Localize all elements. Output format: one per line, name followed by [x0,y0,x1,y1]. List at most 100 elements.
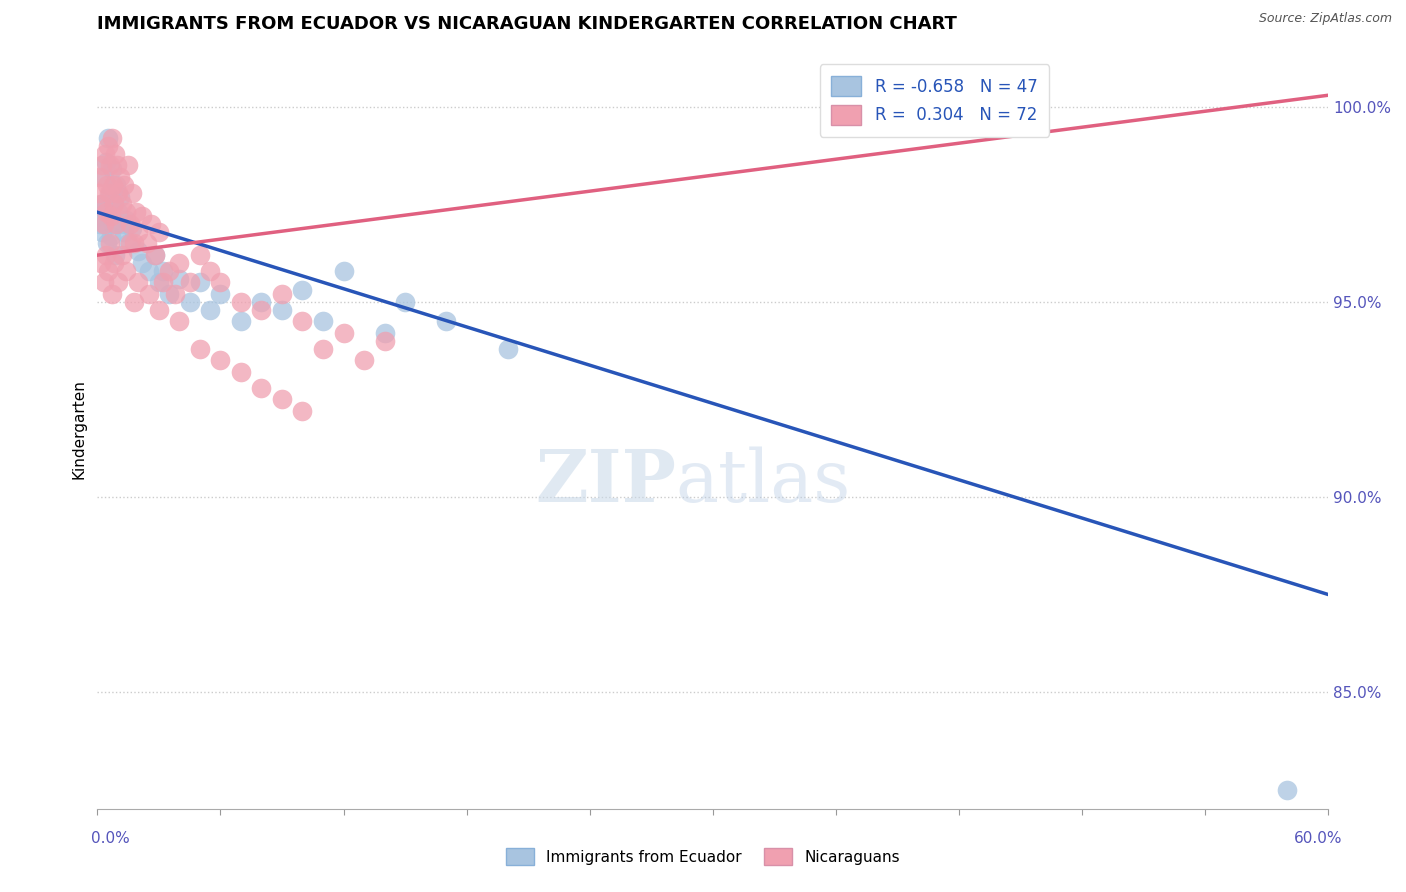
Point [131,209,153,223]
Point [332,264,354,278]
Point [312,314,335,328]
Point [229,295,252,310]
Point [121,220,143,235]
Point [107,276,129,290]
Point [108,170,131,185]
Point [98,236,121,251]
Point [103,256,125,270]
Point [209,353,232,368]
Point [100,209,122,223]
Point [353,353,375,368]
Point [115,213,138,227]
Point [271,302,294,317]
Point [250,302,273,317]
Point [98,158,121,172]
Point [120,236,142,251]
Point [373,334,395,348]
Point [104,146,127,161]
Point [143,248,166,262]
Point [127,276,149,290]
Point [117,236,139,251]
Point [93,217,115,231]
Text: ZIP: ZIP [534,447,676,517]
Point [104,178,127,192]
Point [165,287,187,301]
Point [1275,782,1298,797]
Point [120,217,142,231]
Point [229,365,252,379]
Point [115,205,138,219]
Point [152,276,174,290]
Point [169,314,191,328]
Point [89,170,111,185]
Point [104,248,127,262]
Point [103,197,125,211]
Point [112,225,135,239]
Legend: R = -0.658   N = 47, R =  0.304   N = 72: R = -0.658 N = 47, R = 0.304 N = 72 [820,64,1049,136]
Point [97,205,120,219]
Point [198,264,221,278]
Point [107,186,129,200]
Point [250,295,273,310]
Point [157,264,180,278]
Point [188,248,211,262]
Point [97,139,120,153]
Text: 0.0%: 0.0% [91,831,131,846]
Point [209,276,232,290]
Point [100,131,122,145]
Point [179,295,201,310]
Point [100,162,122,177]
Point [90,256,112,270]
Point [169,271,191,285]
Point [93,170,115,185]
Point [121,186,143,200]
Point [111,197,134,211]
Point [108,189,131,203]
Point [148,276,170,290]
Point [117,158,139,172]
Text: Source: ZipAtlas.com: Source: ZipAtlas.com [1258,12,1392,25]
Point [101,217,124,231]
Point [209,287,232,301]
Point [94,205,117,219]
Point [111,217,134,231]
Point [291,404,314,418]
Point [373,326,395,341]
Point [97,131,120,145]
Point [139,217,162,231]
Text: 60.0%: 60.0% [1295,831,1343,846]
Point [89,217,111,231]
Point [198,302,221,317]
Text: atlas: atlas [676,447,851,517]
Point [188,276,211,290]
Point [90,197,112,211]
Point [100,228,122,243]
Point [104,217,127,231]
Point [93,146,115,161]
Point [91,225,114,239]
Point [157,287,180,301]
Point [394,295,416,310]
Point [98,186,121,200]
Point [152,264,174,278]
Point [148,302,170,317]
Point [131,256,153,270]
Point [138,287,160,301]
Point [332,326,354,341]
Point [101,178,124,192]
Point [434,314,457,328]
Point [97,186,120,200]
Point [312,342,335,356]
Point [138,264,160,278]
Point [127,225,149,239]
Point [143,248,166,262]
Point [496,342,519,356]
Point [89,209,111,223]
Point [107,205,129,219]
Point [148,225,170,239]
Point [250,381,273,395]
Point [90,197,112,211]
Point [96,178,118,192]
Point [135,236,157,251]
Y-axis label: Kindergarten: Kindergarten [72,379,86,479]
